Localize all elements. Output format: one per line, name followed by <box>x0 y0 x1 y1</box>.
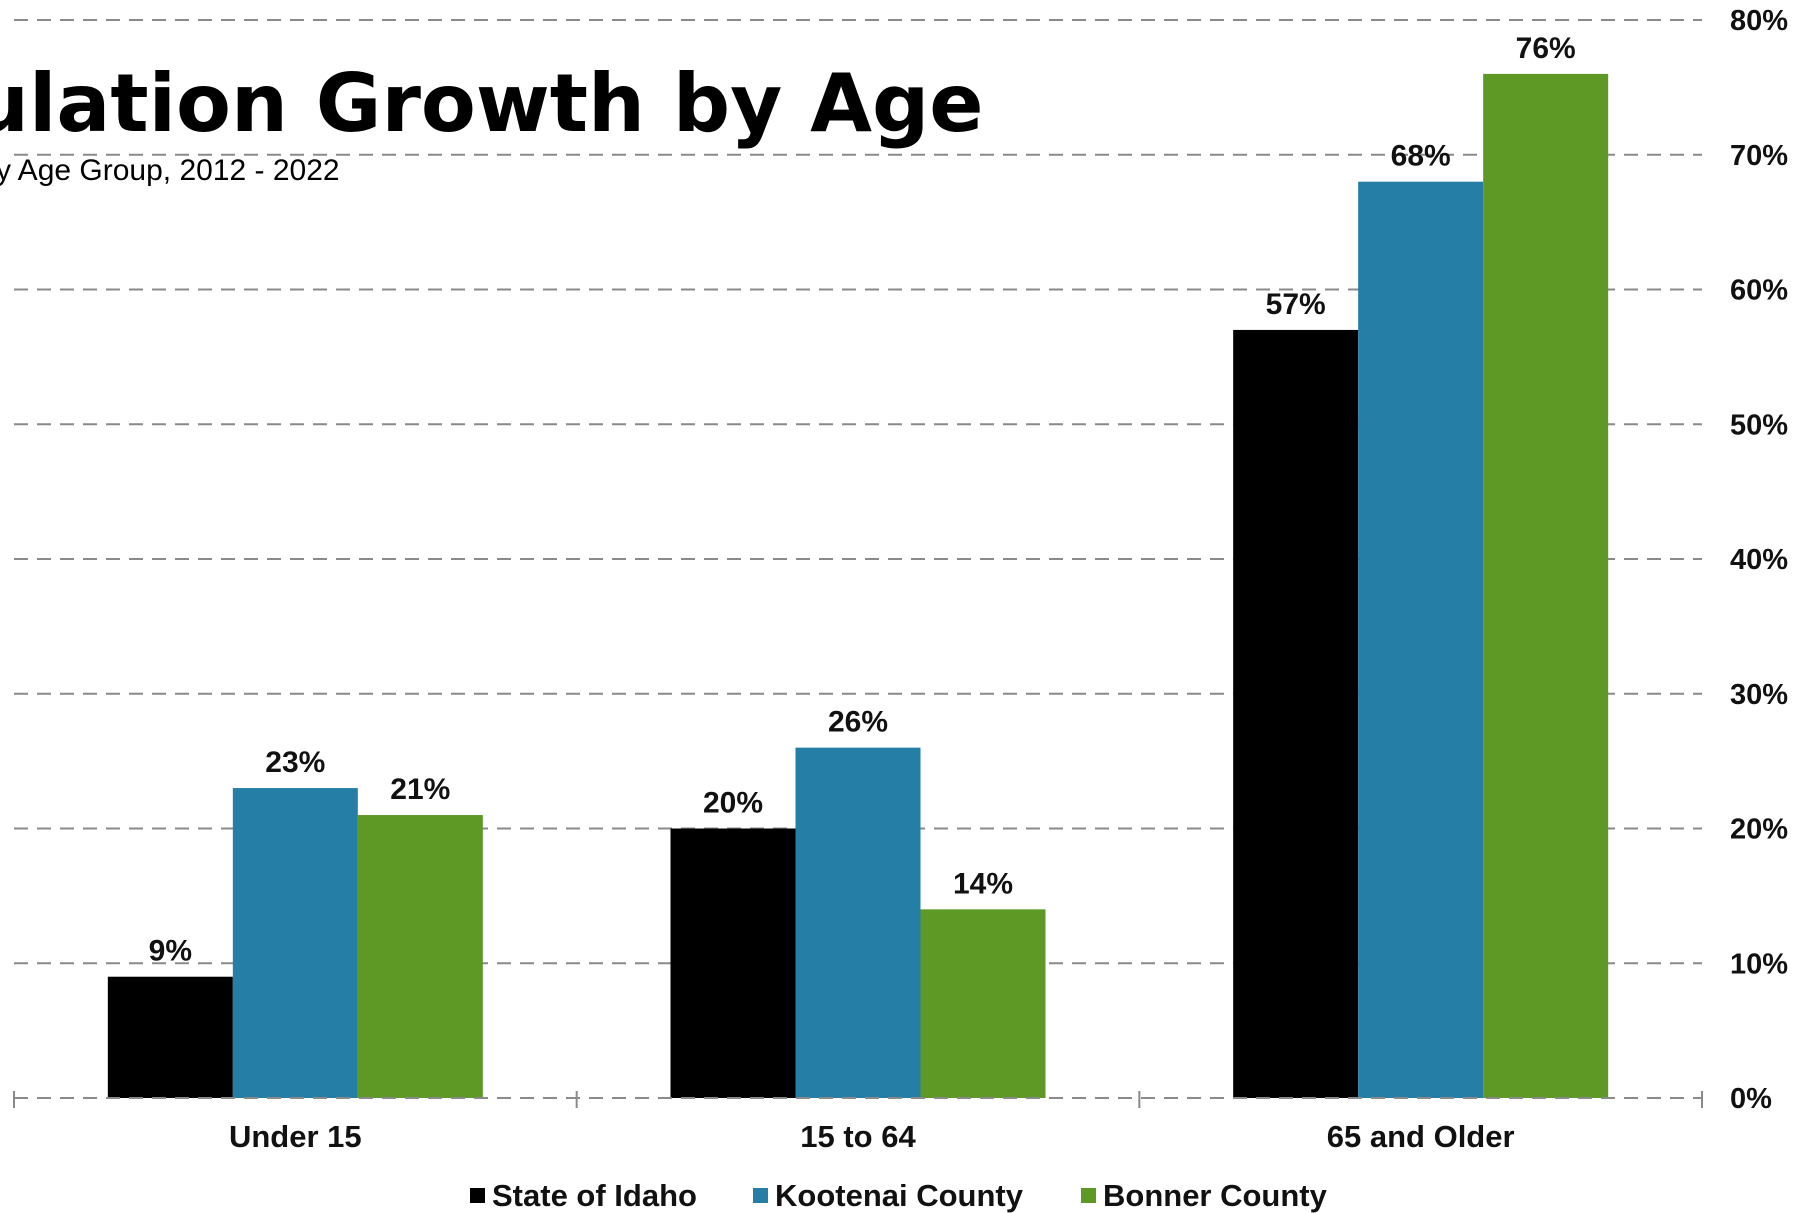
bar <box>1483 73 1609 1098</box>
bar-value-label: 23% <box>265 746 325 779</box>
bar-value-label: 76% <box>1516 32 1576 65</box>
bar-value-label: 26% <box>828 706 888 739</box>
legend: State of Idaho Kootenai County Bonner Coun… <box>470 1178 1328 1213</box>
bar-value-label: 21% <box>390 773 450 806</box>
y-tick-label: 0% <box>1730 1083 1772 1115</box>
bars <box>107 73 1609 1098</box>
y-tick-label: 60% <box>1730 275 1788 307</box>
y-tick-label: 10% <box>1730 948 1788 980</box>
x-category-label: 65 and Older <box>1327 1119 1515 1154</box>
bar <box>232 788 358 1098</box>
data-labels: 9% 23% 21% 20% 26% 14% 57% 68% 76% <box>149 32 1576 968</box>
legend-swatch <box>1081 1188 1096 1203</box>
y-tick-label: 30% <box>1730 679 1788 711</box>
chart-subtitle: y Age Group, 2012 - 2022 <box>0 154 340 187</box>
title-block: ulation Growth by Age y Age Group, 2012 … <box>0 57 984 187</box>
y-tick-label: 20% <box>1730 814 1788 846</box>
y-tick-label: 50% <box>1730 409 1788 441</box>
legend-label: State of Idaho <box>492 1178 697 1213</box>
y-axis-tick-labels: 0% 10% 20% 30% 40% 50% 60% 70% 80% <box>1730 5 1788 1115</box>
y-tick-label: 70% <box>1730 140 1788 172</box>
legend-swatch <box>753 1188 768 1203</box>
bar <box>670 828 796 1098</box>
legend-label: Kootenai County <box>775 1178 1024 1213</box>
chart-title: ulation Growth by Age <box>0 57 984 150</box>
bar <box>1358 181 1484 1098</box>
bar <box>795 747 921 1098</box>
bar-value-label: 9% <box>149 935 192 968</box>
x-axis: Under 15 15 to 64 65 and Older <box>13 1091 1703 1154</box>
bar-value-label: 20% <box>703 787 763 820</box>
x-category-label: Under 15 <box>229 1119 362 1154</box>
bar-value-label: 68% <box>1391 140 1451 173</box>
x-category-label: 15 to 64 <box>800 1119 916 1154</box>
legend-swatch <box>470 1188 485 1203</box>
legend-label: Bonner County <box>1103 1178 1328 1213</box>
bar <box>1233 329 1359 1098</box>
bar-value-label: 14% <box>953 867 1013 900</box>
y-tick-label: 80% <box>1730 5 1788 37</box>
bar <box>357 815 483 1098</box>
bar <box>107 976 233 1098</box>
bar-value-label: 57% <box>1266 288 1326 321</box>
y-tick-label: 40% <box>1730 544 1788 576</box>
bar <box>920 909 1046 1098</box>
